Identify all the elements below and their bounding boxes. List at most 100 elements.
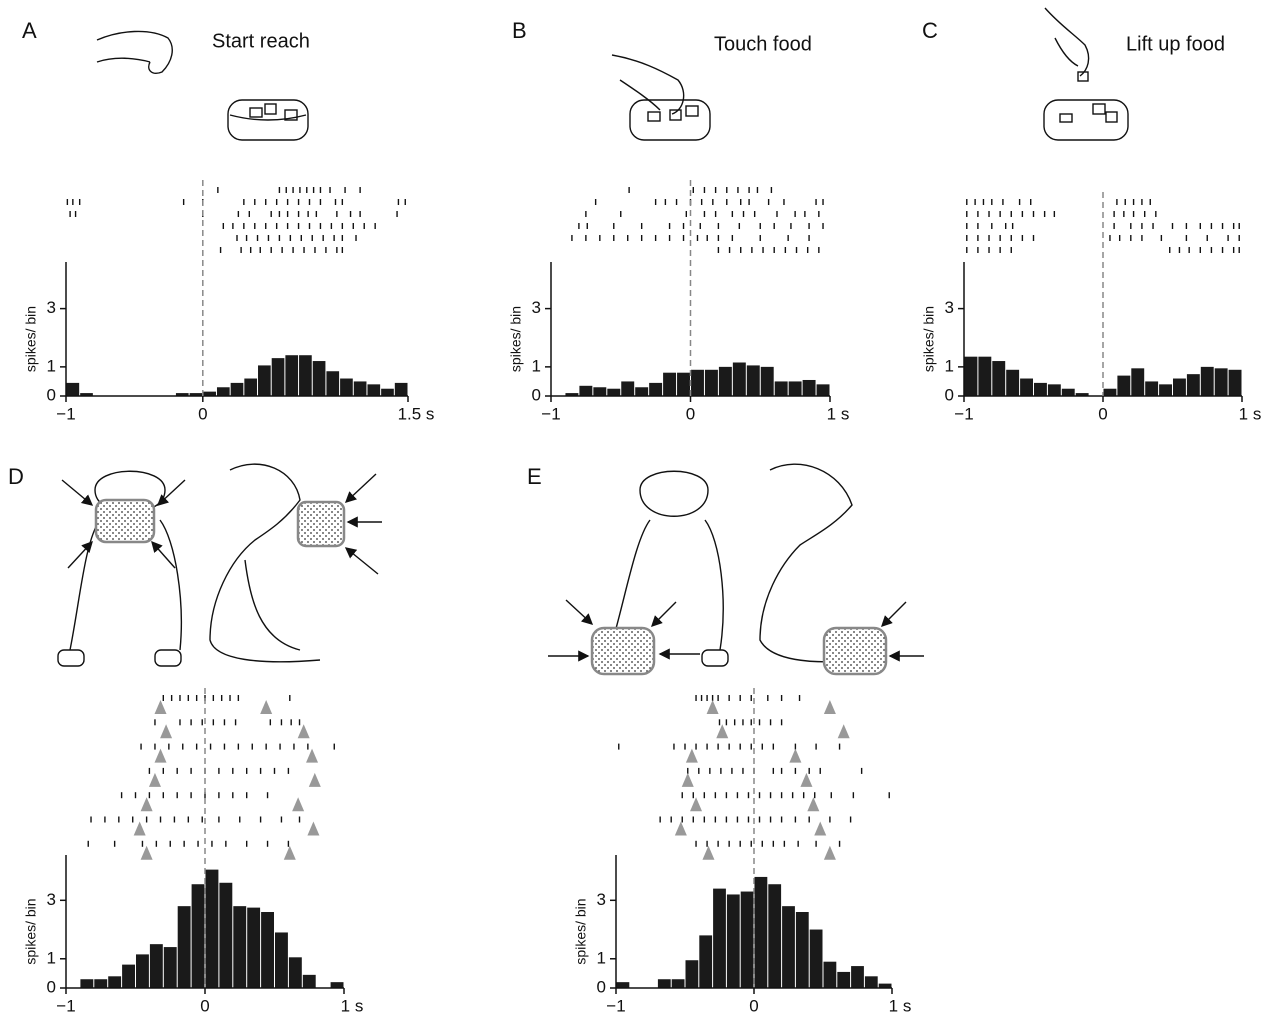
event-marker: [823, 700, 836, 714]
bar: [136, 954, 149, 988]
annotation: Start reach: [212, 30, 310, 52]
event-marker: [685, 748, 698, 763]
x-tick-label: 1 s: [827, 404, 850, 423]
bar: [768, 884, 782, 988]
event-marker: [307, 821, 320, 836]
event-marker: [674, 821, 687, 836]
bar: [340, 378, 353, 396]
x-tick-label: −1: [954, 404, 973, 423]
bar: [774, 381, 788, 396]
bar: [233, 906, 247, 988]
event-marker: [690, 797, 703, 812]
y-tick-label: 3: [47, 890, 56, 909]
bar: [189, 393, 203, 396]
bar: [864, 976, 878, 988]
bar: [685, 960, 699, 988]
bar: [671, 979, 685, 988]
event-marker: [292, 797, 305, 812]
bar: [565, 393, 579, 396]
bar: [1214, 368, 1228, 396]
event-marker: [814, 821, 827, 836]
bar: [837, 971, 851, 988]
event-marker: [140, 845, 153, 860]
bar: [732, 362, 746, 396]
bar: [1186, 374, 1200, 396]
bar: [649, 382, 663, 396]
bar: [713, 888, 726, 988]
y-tick-label: 3: [597, 890, 606, 909]
event-marker: [681, 772, 694, 787]
x-tick-label: −1: [56, 404, 75, 423]
bar: [230, 382, 244, 396]
bar: [394, 382, 408, 396]
bar: [677, 372, 690, 396]
event-marker: [306, 748, 319, 763]
bar: [964, 356, 978, 396]
y-tick-label: 3: [532, 298, 541, 317]
bar: [203, 391, 216, 396]
bar: [607, 388, 621, 396]
bar: [593, 387, 607, 396]
bar: [285, 355, 299, 396]
bar: [1228, 369, 1242, 396]
bar: [1159, 384, 1172, 396]
y-tick-label: 0: [532, 385, 541, 404]
y-tick-label: 1: [47, 356, 56, 375]
bar: [1075, 393, 1089, 396]
panel-label: B: [512, 18, 527, 43]
bar: [205, 869, 219, 988]
bar: [802, 379, 816, 396]
x-tick-label: 0: [200, 996, 209, 1015]
bar: [302, 974, 316, 988]
bar: [782, 906, 795, 988]
y-tick-label: 0: [945, 385, 954, 404]
x-tick-label: 0: [1098, 404, 1107, 423]
bar: [108, 976, 122, 988]
bar: [1131, 368, 1145, 396]
bar: [175, 393, 189, 396]
event-marker: [148, 772, 161, 787]
bar: [80, 979, 94, 988]
x-tick-label: −1: [606, 996, 625, 1015]
event-marker: [283, 845, 296, 860]
bar: [80, 393, 93, 396]
bar: [1117, 375, 1131, 396]
bar: [275, 932, 288, 988]
y-tick-label: 3: [945, 298, 954, 317]
bar: [795, 912, 809, 988]
event-marker: [716, 724, 729, 739]
event-marker: [260, 700, 273, 714]
x-tick-label: −1: [541, 404, 560, 423]
bar: [381, 388, 394, 396]
y-tick-label: 1: [597, 948, 606, 967]
y-axis-label: spikes/ bin: [573, 898, 589, 964]
x-tick-label: 0: [686, 404, 695, 423]
panel-label: E: [527, 464, 542, 489]
bar: [978, 356, 992, 396]
event-marker: [133, 821, 146, 836]
bar: [244, 378, 258, 396]
y-tick-label: 1: [47, 948, 56, 967]
bar: [616, 982, 630, 988]
y-axis-label: spikes/ bin: [921, 306, 937, 372]
bar: [1047, 384, 1061, 396]
event-marker: [140, 797, 153, 812]
y-tick-label: 1: [532, 356, 541, 375]
panel-label: C: [922, 18, 938, 43]
bar: [1020, 378, 1033, 396]
annotation: Touch food: [714, 33, 812, 55]
bar: [163, 947, 177, 988]
y-tick-label: 3: [47, 298, 56, 317]
event-marker: [154, 700, 167, 714]
bar: [1200, 366, 1214, 396]
event-marker: [160, 724, 173, 739]
event-marker: [308, 772, 321, 787]
bar: [760, 366, 774, 396]
bar: [1173, 378, 1186, 396]
bar: [816, 384, 830, 396]
illustrations: [57, 7, 1129, 676]
event-marker: [154, 748, 167, 763]
y-axis-label: spikes/ bin: [23, 898, 39, 964]
bar: [367, 384, 381, 396]
event-marker: [837, 724, 850, 739]
